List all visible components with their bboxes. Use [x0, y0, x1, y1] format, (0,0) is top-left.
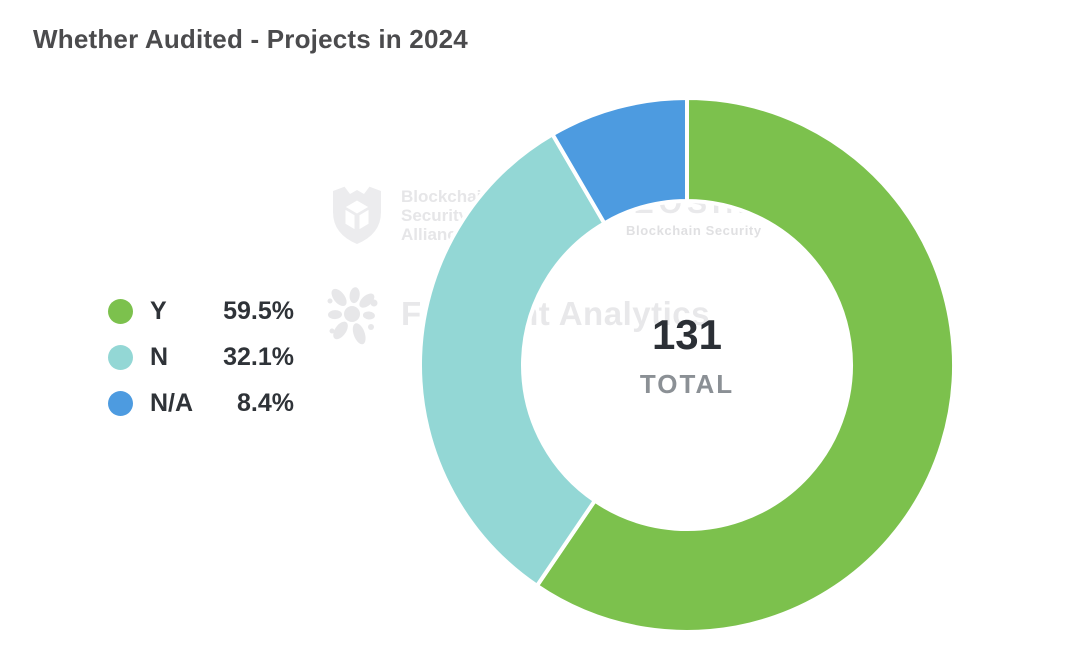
donut-chart — [418, 95, 956, 634]
legend-swatch-na — [108, 390, 133, 416]
shield-cube-icon — [333, 181, 381, 244]
legend-value-n: 32.1% — [223, 342, 294, 371]
chart-title: Whether Audited - Projects in 2024 — [33, 24, 468, 54]
donut-segment-n[interactable] — [418, 131, 608, 589]
legend-value-na: 8.4% — [237, 388, 294, 417]
legend-item-n[interactable]: N 32.1% — [108, 334, 294, 380]
legend-value-y: 59.5% — [223, 296, 294, 325]
watermark-beosin-subtitle: Blockchain Security — [626, 223, 762, 238]
starburst-icon — [327, 287, 378, 345]
donut-segment-n-a[interactable] — [549, 95, 689, 227]
watermark-bsa-line2: Security — [401, 206, 469, 225]
legend-item-y[interactable]: Y 59.5% — [108, 288, 294, 334]
legend: Y 59.5% N 32.1% N/A 8.4% — [108, 288, 294, 426]
legend-label-n: N — [150, 342, 169, 371]
total-value: 131 — [651, 311, 723, 358]
watermark-blockchain-security-alliance: Blockchain Security Alliance — [330, 180, 492, 246]
donut-center-label: 131 TOTAL — [537, 311, 837, 399]
legend-label-y: Y — [150, 296, 167, 325]
legend-swatch-n — [108, 344, 133, 370]
watermark-bsa-line1: Blockchain — [401, 187, 492, 206]
legend-item-na[interactable]: N/A 8.4% — [108, 380, 294, 426]
legend-label-na: N/A — [150, 388, 194, 417]
legend-swatch-y — [108, 298, 133, 324]
donut-segment-y[interactable] — [534, 95, 956, 634]
total-label: TOTAL — [639, 369, 735, 399]
